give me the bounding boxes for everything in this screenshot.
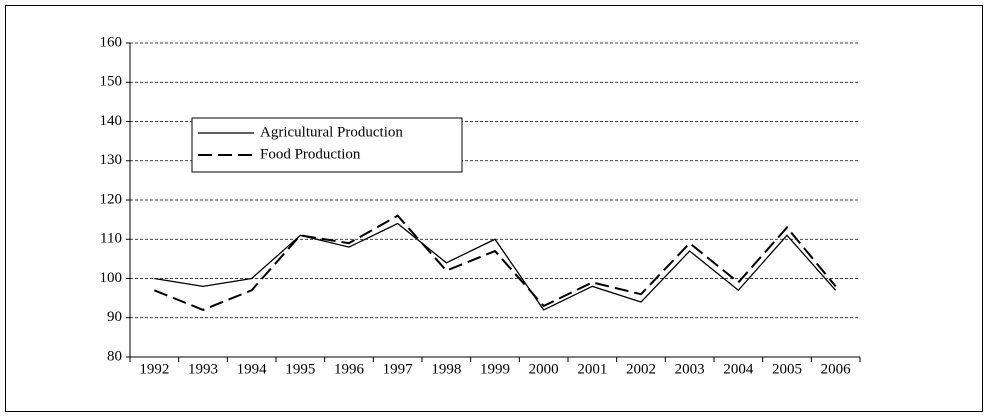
x-tick-label: 1999 [480, 361, 510, 377]
y-tick-label: 100 [100, 270, 123, 286]
y-tick-label: 160 [100, 34, 123, 50]
x-tick-label: 1995 [285, 361, 315, 377]
y-tick-label: 150 [100, 74, 123, 90]
x-tick-label: 2003 [675, 361, 705, 377]
series-line [153, 214, 837, 311]
x-tick-label: 1997 [383, 361, 414, 377]
x-tick-label: 1992 [139, 361, 169, 377]
legend-label: Food Production [260, 146, 361, 162]
legend-label: Agricultural Production [260, 124, 403, 140]
x-tick-label: 1996 [334, 361, 365, 377]
x-tick-label: 1993 [188, 361, 218, 377]
y-tick-label: 90 [107, 309, 122, 325]
y-tick-label: 80 [107, 348, 122, 364]
x-tick-label: 2005 [772, 361, 802, 377]
x-tick-label: 2001 [577, 361, 607, 377]
x-tick-label: 2004 [723, 361, 754, 377]
y-tick-label: 120 [100, 191, 123, 207]
x-tick-label: 2000 [529, 361, 559, 377]
legend-box [191, 117, 463, 173]
y-tick-label: 110 [100, 231, 122, 247]
frame [5, 5, 983, 412]
x-tick-label: 1998 [431, 361, 461, 377]
x-tick-label: 2006 [821, 361, 852, 377]
series-line [154, 222, 837, 311]
x-tick-label: 1994 [237, 361, 268, 377]
x-tick-label: 2002 [626, 361, 656, 377]
y-tick-label: 140 [100, 113, 123, 129]
y-tick-label: 130 [100, 152, 123, 168]
